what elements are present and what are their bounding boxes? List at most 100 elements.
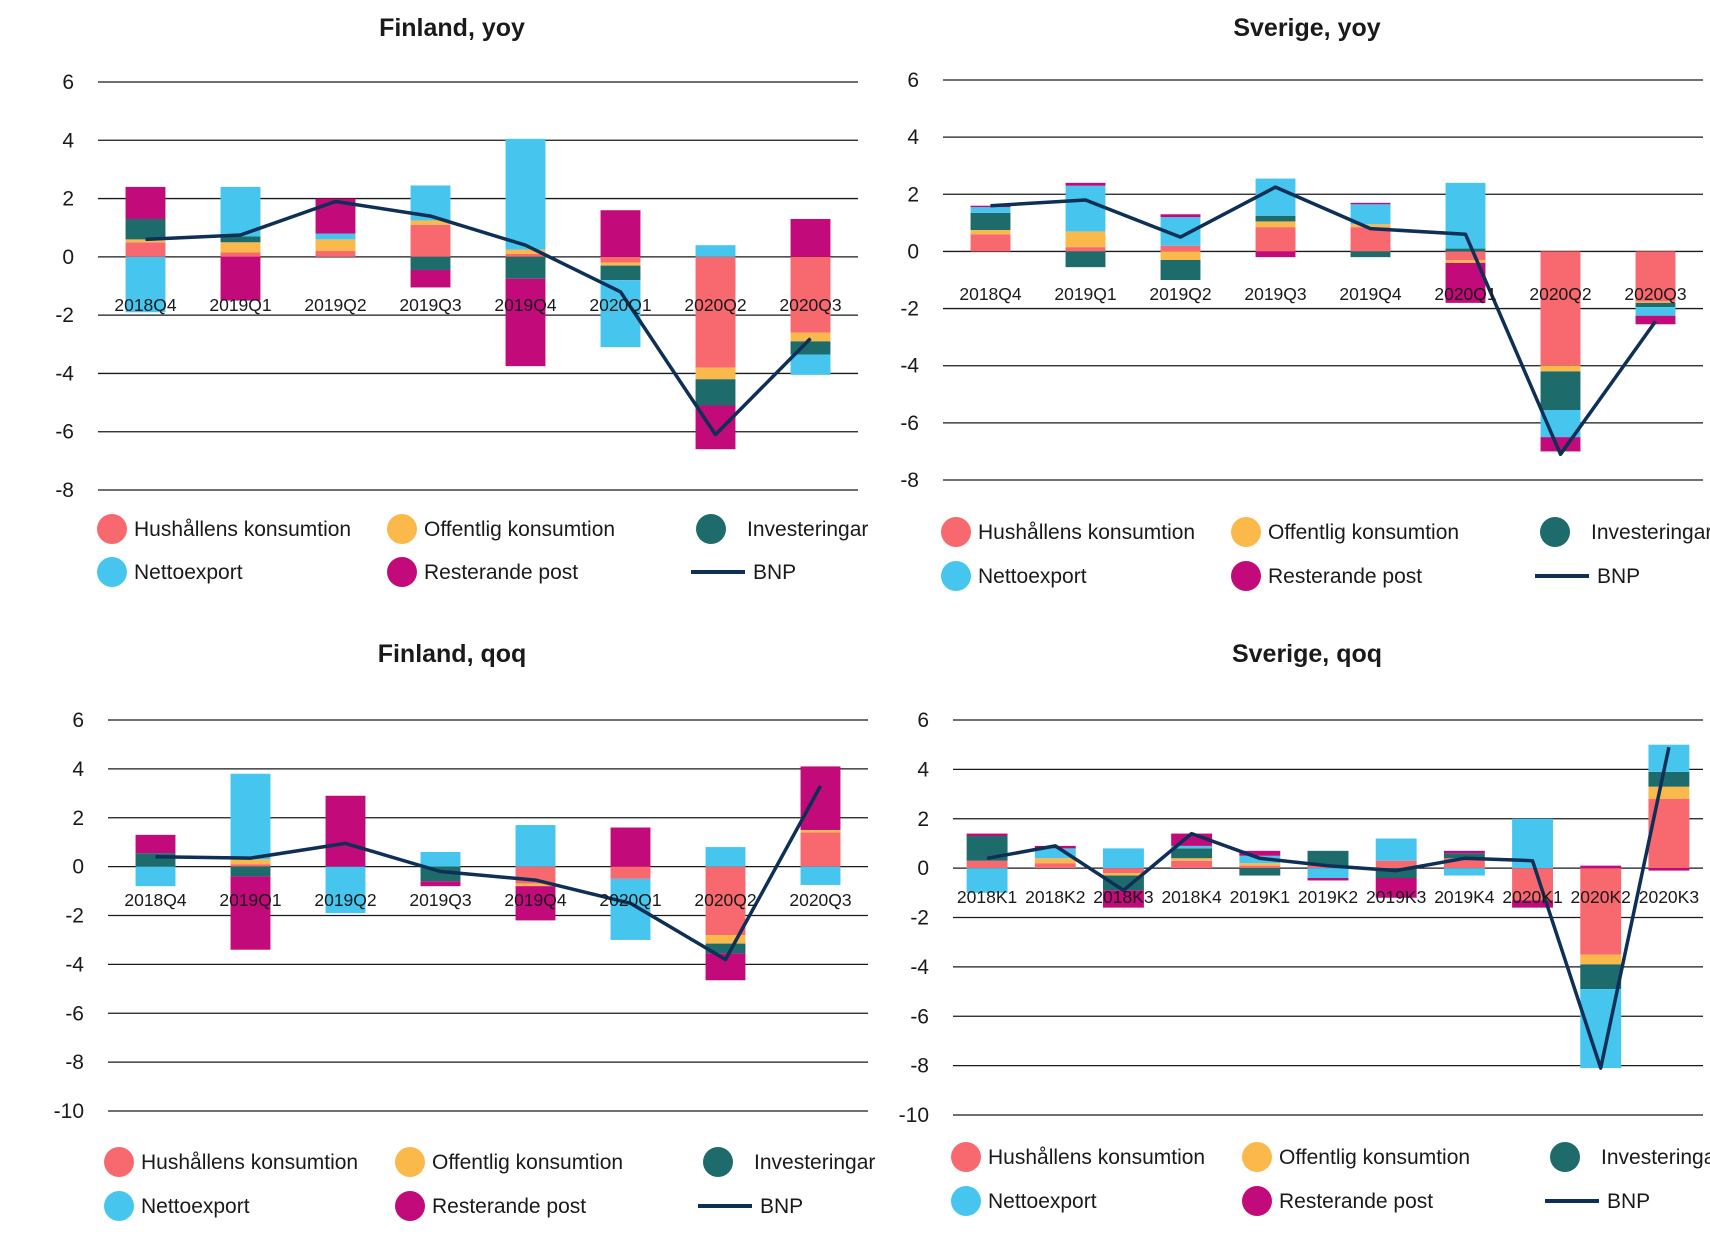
legend-label: Hushållens konsumtion (141, 1151, 358, 1174)
bnp-line (155, 785, 823, 962)
bar-segment-resterande (1239, 850, 1281, 856)
legend-item-bnp: BNP (698, 1195, 803, 1218)
bar-segment-investeringar (1375, 868, 1417, 878)
bar-segment-resterande (1375, 878, 1417, 898)
x-tick-label: 2018K4 (1161, 887, 1222, 907)
bar-segment-hushallens (1375, 860, 1417, 869)
legend-item-hushallens: Hushållens konsumtion (104, 1147, 358, 1177)
bar-segment-investeringar (1443, 853, 1485, 859)
y-tick-label: 6 (62, 71, 74, 94)
legend-swatch (97, 514, 127, 544)
y-tick-label: 4 (72, 758, 84, 781)
x-tick-label: 2019Q3 (1244, 284, 1306, 304)
legend-item-hushallens: Hushållens konsumtion (951, 1142, 1205, 1172)
bar-segment-resterande (1635, 315, 1676, 325)
chart-svg: Sverige, yoy 6 4 2 0 -2 -4 -6 -8 2018Q4 2019Q1 2019… (900, 14, 1710, 591)
bar-segment-nettoexport (1034, 848, 1076, 859)
bar-segment-offentlig (1445, 260, 1486, 263)
bar-segment-hushallens (1255, 227, 1296, 252)
bar-segment-hushallens (1445, 251, 1486, 260)
bar-segment-hushallens (970, 234, 1011, 252)
legend-label: Investeringar (754, 1151, 875, 1174)
bar-segment-resterande (1350, 202, 1391, 205)
bar-segment-investeringar (410, 256, 451, 270)
x-tick-label: 2020Q1 (589, 295, 651, 315)
legend-swatch (387, 557, 417, 587)
bar-segment-hushallens (1171, 860, 1213, 869)
bar-segment-offentlig (505, 249, 546, 254)
bar-segment-hushallens (410, 224, 451, 257)
legend-swatch (1242, 1142, 1272, 1172)
legend-label: Resterande post (424, 561, 578, 584)
legend-item-offentlig: Offentlig konsumtion (1231, 517, 1459, 547)
y-tick-label: -2 (55, 304, 74, 327)
bar-segment-nettoexport (220, 186, 261, 237)
bar-segment-nettoexport (505, 138, 546, 250)
legend-label: BNP (753, 561, 796, 584)
legend-label: BNP (1607, 1190, 1650, 1213)
y-tick-label: 2 (917, 808, 929, 831)
bar-segment-hushallens (600, 256, 641, 263)
legend-label: Nettoexport (978, 565, 1087, 588)
bar-segment-investeringar (1171, 848, 1213, 859)
bar-segment-investeringar (125, 218, 166, 240)
bar-segment-hushallens (1160, 245, 1201, 252)
bar-segment-investeringar (1307, 850, 1349, 866)
y-tick-label: -6 (900, 412, 919, 435)
bar-segment-resterande (1065, 182, 1106, 186)
bar-segment-resterande (1580, 865, 1622, 869)
y-tick-label: -6 (65, 1002, 84, 1025)
y-tick-label: 6 (917, 709, 929, 732)
y-tick-label: -4 (900, 355, 919, 378)
chart-svg: Finland, qoq 6 4 2 0 -2 -4 -6 -8 -10 2018Q4 2019Q1 2… (54, 640, 875, 1221)
legend-label: Resterande post (1268, 565, 1422, 588)
y-tick-label: 0 (917, 857, 929, 880)
legend-label: BNP (1597, 565, 1640, 588)
x-tick-label: 2019Q4 (1339, 284, 1402, 304)
x-tick-label: 2018K3 (1093, 887, 1153, 907)
bar-segment-offentlig (125, 239, 166, 243)
y-tick-label: -8 (900, 469, 919, 492)
legend-item-hushallens: Hushållens konsumtion (941, 517, 1195, 547)
bar-segment-resterande (1103, 890, 1144, 908)
bar-segment-nettoexport (1443, 868, 1485, 876)
bar-segment-hushallens (695, 256, 736, 368)
bar-segment-nettoexport (1635, 307, 1676, 316)
bar-segment-resterande (420, 881, 461, 887)
bar-segment-hushallens (125, 242, 166, 257)
bar-segment-offentlig (800, 829, 841, 833)
bar-segment-nettoexport (800, 866, 841, 885)
bar-segment-hushallens (1512, 868, 1553, 901)
bar-segment-resterande (1307, 878, 1349, 881)
legend-item-bnp: BNP (1535, 565, 1640, 588)
bar-segment-investeringar (970, 212, 1011, 230)
y-tick-label: -8 (65, 1051, 84, 1074)
chart-title: Sverige, qoq (1232, 640, 1382, 668)
bar-segment-resterande (1540, 437, 1581, 452)
bar-segment-resterande (610, 827, 651, 867)
bar-segment-hushallens (800, 832, 841, 867)
bar-segment-offentlig (1160, 251, 1201, 260)
legend-swatch (696, 514, 726, 544)
chart-title: Sverige, yoy (1233, 14, 1380, 42)
legend-label: Hushållens konsumtion (134, 518, 351, 541)
bar-segment-resterande (970, 205, 1011, 208)
bar-segment-hushallens (705, 866, 746, 936)
bar-segment-resterande (1255, 251, 1296, 258)
legend-label: Offentlig konsumtion (1279, 1146, 1470, 1169)
legend-label: Hushållens konsumtion (988, 1146, 1205, 1169)
bar-segment-hushallens (1350, 227, 1391, 252)
bar-segment-nettoexport (135, 866, 176, 887)
bar-segment-investeringar (1350, 251, 1391, 258)
bar-segment-nettoexport (125, 256, 166, 313)
y-tick-label: 2 (62, 188, 74, 211)
y-tick-label: -6 (910, 1005, 929, 1028)
x-tick-label: 2019K2 (1298, 887, 1358, 907)
legend-label: Investeringar (747, 518, 868, 541)
chart-finland-yoy: Finland, yoy 6 4 2 0 -2 -4 -6 -8 2018Q4 2019Q1 2019… (0, 0, 868, 590)
chart-sverige-yoy: Sverige, yoy 6 4 2 0 -2 -4 -6 -8 2018Q4 2019Q1 2019… (855, 0, 1710, 591)
bar-segment-investeringar (135, 853, 176, 867)
y-tick-label: 0 (907, 240, 919, 263)
x-tick-label: 2018Q4 (114, 295, 177, 315)
y-tick-label: -4 (65, 953, 84, 976)
